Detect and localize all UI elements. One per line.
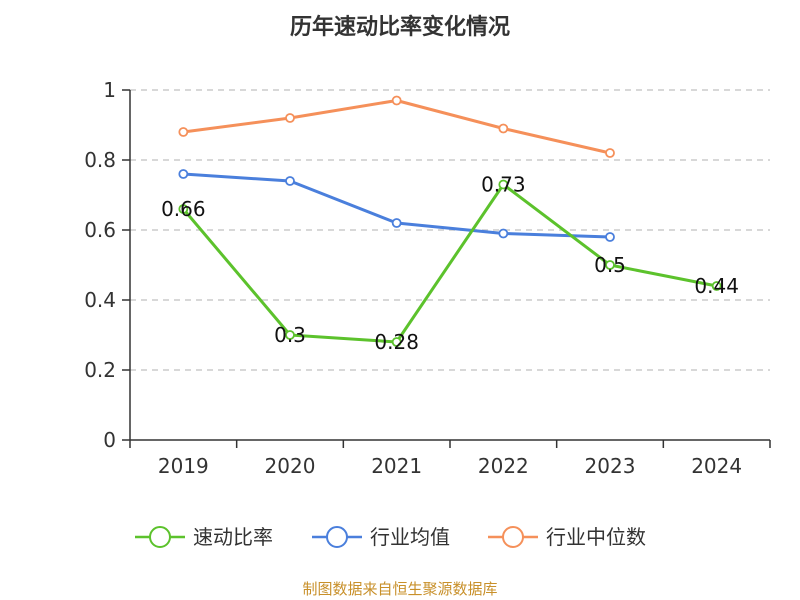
legend-item-2[interactable]: 行业中位数	[488, 525, 646, 549]
chart-title: 历年速动比率变化情况	[290, 14, 510, 40]
data-point	[285, 113, 295, 123]
data-point	[605, 232, 615, 242]
data-label: 0.3	[274, 323, 306, 347]
legend-marker-icon	[326, 526, 348, 548]
data-label: 0.66	[161, 197, 206, 221]
data-point	[498, 123, 509, 134]
legend-marker-icon	[149, 526, 171, 548]
series-line-0	[182, 183, 717, 344]
legend-item-1[interactable]: 行业均值	[312, 525, 450, 549]
legend-label: 速动比率	[193, 525, 273, 549]
x-tick-label: 2024	[691, 454, 742, 478]
data-label: 0.5	[594, 253, 626, 277]
x-tick-label: 2020	[265, 454, 316, 478]
y-tick-label: 0.4	[84, 288, 116, 312]
y-tick-label: 0.8	[84, 148, 116, 172]
series-lines	[178, 95, 722, 347]
data-point	[711, 281, 722, 291]
data-label: 0.44	[694, 274, 739, 298]
legend-label: 行业均值	[370, 525, 450, 549]
data-point	[285, 330, 295, 340]
gridlines	[130, 89, 770, 371]
data-point	[391, 95, 402, 106]
data-point	[178, 127, 189, 137]
legend-item-0[interactable]: 速动比率	[135, 525, 273, 549]
data-label: 0.73	[481, 173, 526, 197]
axes: 0 0.2 0.4 0.6 0.8 1 2019 2020 2021 2022 2023 2024	[84, 78, 771, 478]
x-tick-label: 2021	[371, 454, 422, 478]
series-line-2	[183, 99, 611, 155]
data-point	[391, 337, 402, 347]
source-note: 制图数据来自恒生聚源数据库	[302, 580, 497, 598]
y-tick-label: 1	[103, 78, 116, 102]
x-tick-label: 2019	[158, 454, 209, 478]
data-label: 0.28	[374, 330, 419, 354]
data-point	[605, 148, 615, 158]
data-point	[498, 228, 509, 239]
y-tick-label: 0.2	[84, 358, 116, 382]
data-point	[285, 176, 295, 186]
legend-marker-icon	[502, 526, 524, 548]
y-tick-label: 0.6	[84, 218, 116, 242]
data-point	[605, 260, 615, 270]
data-point	[178, 169, 189, 179]
y-tick-label: 0	[103, 428, 116, 452]
legend-label: 行业中位数	[546, 525, 646, 549]
x-tick-label: 2022	[478, 454, 529, 478]
data-labels: 0.66 0.3 0.28 0.73 0.5 0.44	[161, 173, 739, 355]
data-point	[391, 218, 402, 228]
data-point	[498, 179, 509, 190]
legend[interactable]: 速动比率 行业均值 行业中位数	[135, 525, 646, 549]
data-point	[178, 204, 189, 214]
x-tick-label: 2023	[585, 454, 636, 478]
